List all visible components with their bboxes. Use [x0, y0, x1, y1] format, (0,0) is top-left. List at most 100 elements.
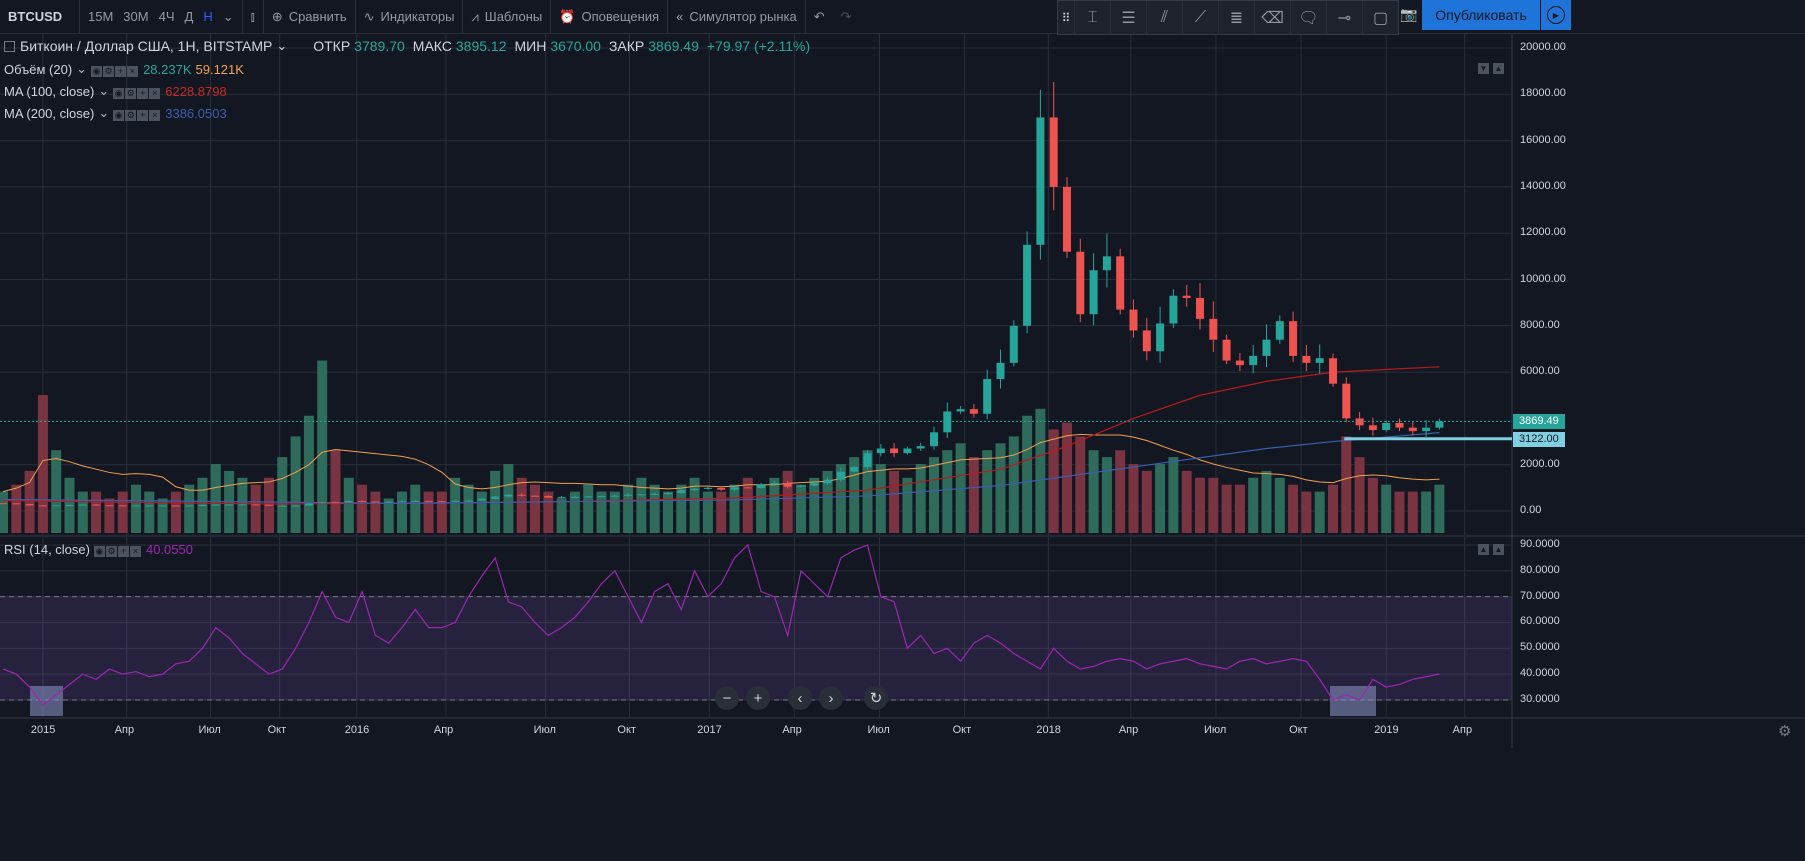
redo-button[interactable]: ↷ [833, 0, 860, 34]
alerts-button[interactable]: ⏰ Оповещения [551, 0, 669, 34]
replay-label: Симулятор рынка [689, 9, 797, 24]
close-icon[interactable]: × [129, 546, 141, 557]
rsi-tick-label: 60.0000 [1520, 615, 1560, 628]
pane-down-icon[interactable]: ▼ [1478, 63, 1489, 74]
replay-button[interactable]: « Симулятор рынка [668, 0, 806, 34]
eraser-icon[interactable]: ⌫ [1254, 1, 1290, 34]
eye-icon[interactable]: ◉ [113, 87, 125, 99]
candle-body [650, 493, 659, 495]
volume-bar [875, 464, 886, 533]
resolution-day[interactable]: Д [184, 9, 194, 24]
candle-body [424, 501, 433, 503]
chart-type-button[interactable]: ⫾ [243, 0, 264, 34]
templates-button[interactable]: ⩘ Шаблоны [463, 0, 552, 34]
chevron-down-icon[interactable]: ⌄ [276, 38, 288, 53]
volume-bar [1088, 450, 1099, 533]
horizontal-lines-tool-icon[interactable]: ☰ [1110, 1, 1146, 34]
drag-handle-icon[interactable]: ⠿ [1061, 10, 1071, 25]
scroll-right-button[interactable]: › [819, 686, 843, 710]
volume-bar [1128, 464, 1139, 533]
scroll-left-button[interactable]: ‹ [788, 686, 812, 710]
candle-body [903, 448, 912, 454]
camera-icon[interactable]: 📷 [1400, 6, 1418, 22]
pane-maximize-icon[interactable]: ▲ [1493, 63, 1504, 74]
candle-body [584, 496, 593, 498]
zoom-out-button[interactable]: − [715, 686, 739, 710]
resolution-week[interactable]: Н [203, 9, 213, 24]
symbol-search[interactable]: BTCUSD [0, 0, 80, 34]
gear-icon[interactable]: ⚙ [125, 109, 137, 121]
ray-tool-icon[interactable]: ⊸ [1326, 1, 1362, 34]
candle-body [1142, 330, 1151, 352]
volume-bar [516, 477, 527, 533]
rsi-tick-label: 90.0000 [1520, 538, 1560, 550]
volume-bar [1248, 477, 1259, 533]
volume-bar [530, 484, 540, 533]
eye-icon[interactable]: ◉ [91, 65, 103, 77]
resolution-30m[interactable]: 30М [123, 9, 149, 24]
gann-fan-tool-icon[interactable]: ⟋ [1182, 1, 1218, 34]
candle-body [1368, 425, 1377, 430]
candle-body [1156, 323, 1165, 352]
close-icon[interactable]: × [149, 109, 161, 121]
chevron-right-icon: › [828, 689, 834, 707]
publish-button[interactable]: Опубликовать [1422, 0, 1540, 30]
volume-ma-value: 59.121K [195, 61, 244, 77]
gear-icon[interactable]: ⚙ [125, 87, 137, 99]
pane-up-icon[interactable]: ▲ [1478, 544, 1489, 555]
volume-bar [184, 484, 195, 533]
collapse-icon[interactable] [4, 40, 15, 52]
low-label: МИН [514, 38, 547, 54]
chevron-down-icon[interactable]: ⌄ [76, 61, 88, 76]
gear-icon[interactable]: ⚙ [103, 65, 115, 77]
price-tick-label: 8000.00 [1520, 318, 1560, 331]
chevron-down-icon[interactable]: ⌄ [98, 83, 110, 98]
zoom-in-button[interactable]: + [746, 686, 770, 710]
close-icon[interactable]: × [127, 65, 139, 77]
undo-button[interactable]: ↶ [806, 0, 833, 34]
rectangle-tool-icon[interactable]: ▢ [1362, 1, 1398, 34]
chevron-down-icon[interactable]: ⌄ [222, 8, 234, 24]
ma200-name[interactable]: MA (200, close) [4, 105, 95, 121]
time-tick-label: 2017 [697, 724, 722, 736]
play-button[interactable]: ▶ [1541, 0, 1571, 30]
indicators-button[interactable]: ∿ Индикаторы [356, 0, 464, 34]
alarm-clock-icon: ⏰ [559, 8, 576, 24]
rsi-name[interactable]: RSI (14, close) [4, 542, 90, 557]
resolution-4h[interactable]: 4Ч [158, 9, 175, 24]
callout-icon[interactable]: 🗨 [1290, 1, 1326, 34]
settings-gear-icon[interactable]: ⚙ [1778, 723, 1792, 740]
candle-body [1249, 355, 1258, 366]
volume-name[interactable]: Объём (20) [4, 61, 73, 77]
chevron-down-icon[interactable]: ⌄ [98, 105, 110, 120]
candle-body [1169, 295, 1178, 324]
plus-icon[interactable]: + [117, 546, 129, 557]
pane-maximize-icon[interactable]: ▲ [1493, 544, 1504, 555]
fib-tool-icon[interactable]: ≣ [1218, 1, 1254, 34]
plus-icon[interactable]: + [115, 65, 127, 77]
reset-chart-button[interactable]: ↻ [864, 686, 888, 710]
time-tick-label: Апр [1452, 724, 1473, 736]
eye-icon[interactable]: ◉ [93, 546, 105, 557]
resolution-selector[interactable]: 15М 30М 4Ч Д Н ⌄ [80, 0, 243, 34]
compare-button[interactable]: ⊕ Сравнить [264, 0, 356, 34]
gear-icon[interactable]: ⚙ [105, 546, 117, 557]
price-range-tool-icon[interactable]: ⌶ [1074, 1, 1110, 34]
horizontal-line-price-tag[interactable]: 3122.00 [1513, 432, 1565, 447]
candle-body [531, 495, 539, 497]
volume-bar [1261, 470, 1272, 533]
candle-body [198, 504, 207, 506]
eye-icon[interactable]: ◉ [113, 109, 125, 121]
candle-body [637, 494, 646, 496]
volume-bar [503, 464, 514, 533]
plus-icon[interactable]: + [137, 109, 149, 121]
resolution-15m[interactable]: 15М [88, 9, 114, 24]
close-icon[interactable]: × [149, 87, 161, 99]
parallel-channel-tool-icon[interactable]: ⫽ [1146, 1, 1182, 34]
candle-body [371, 501, 380, 503]
series-title[interactable]: Биткоин / Доллар США, 1Н, BITSTAMP [20, 38, 273, 54]
plus-icon[interactable]: + [137, 87, 149, 99]
volume-bar [702, 491, 713, 533]
ma100-name[interactable]: MA (100, close) [4, 83, 95, 99]
